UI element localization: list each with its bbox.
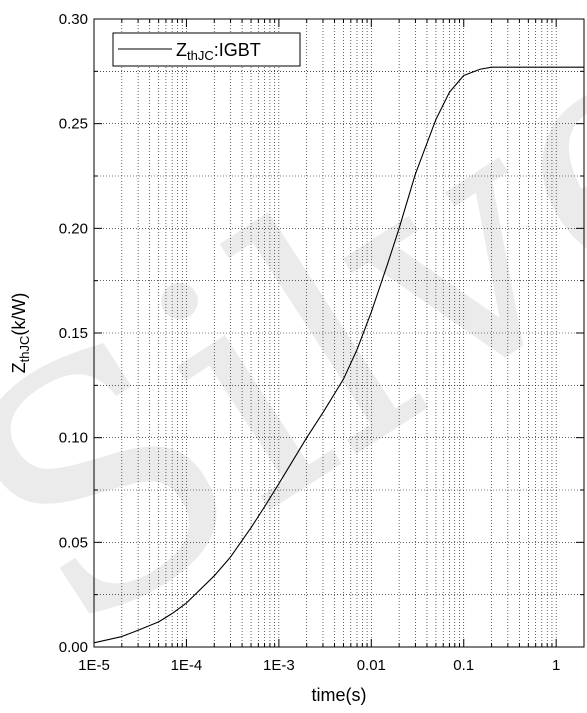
y-tick-label: 0.00 <box>59 639 88 656</box>
legend: ZthJC:IGBT <box>112 32 301 67</box>
x-tick-label: 1E-5 <box>78 657 110 674</box>
legend-label: ZthJC:IGBT <box>176 40 261 63</box>
y-tick-label: 0.05 <box>59 534 88 551</box>
x-tick-labels: 1E-5 1E-4 1E-3 0.01 0.1 1 <box>78 657 560 674</box>
x-tick-label: 1 <box>552 657 560 674</box>
series-lines <box>93 66 584 644</box>
x-tick-label: 0.01 <box>357 657 386 674</box>
y-axis-title-subscript: thJC <box>17 336 32 363</box>
axis-ticks <box>93 18 585 648</box>
y-tick-label: 0.10 <box>59 430 88 447</box>
y-tick-label: 0.20 <box>59 220 88 237</box>
grid-lines <box>94 19 584 647</box>
y-tick-label: 0.25 <box>59 116 88 133</box>
y-tick-label: 0.30 <box>59 11 88 28</box>
x-tick-label: 0.1 <box>453 657 474 674</box>
legend-label-subscript: thJC <box>187 48 214 63</box>
y-tick-labels: 0.00 0.05 0.10 0.15 0.20 0.25 0.30 <box>59 11 88 656</box>
y-axis-title-main: Z <box>9 362 29 373</box>
series-line-zthjc-igbt <box>93 66 584 644</box>
y-tick-label: 0.15 <box>59 325 88 342</box>
y-axis-title-rest: (k/W) <box>9 293 29 336</box>
x-axis-title: time(s) <box>312 685 367 705</box>
x-tick-label: 1E-3 <box>263 657 295 674</box>
legend-label-rest: :IGBT <box>214 40 261 60</box>
legend-label-main: Z <box>176 40 187 60</box>
x-tick-label: 1E-4 <box>171 657 203 674</box>
y-axis-title: ZthJC(k/W) <box>9 293 32 374</box>
